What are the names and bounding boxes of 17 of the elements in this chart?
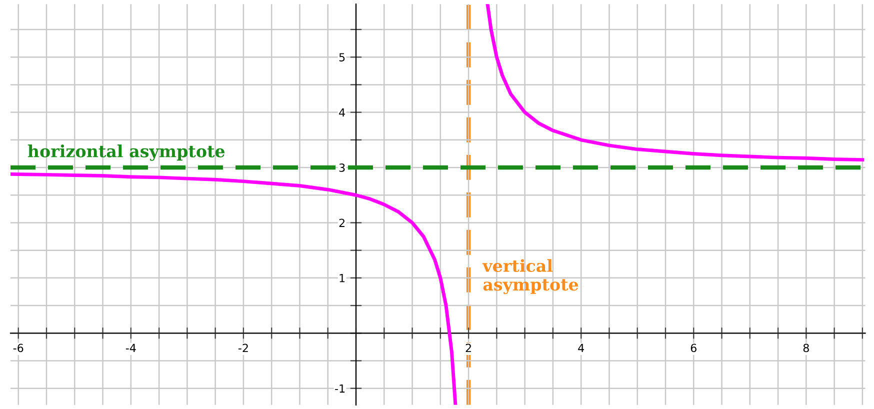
ref-line-label: vertical asymptote [482,259,578,294]
x-tick-label: -4 [126,344,136,352]
y-tick-label: 4 [339,108,345,117]
x-tick-label: -2 [238,344,248,352]
x-tick-label: 4 [578,344,584,352]
x-tick-label: 8 [803,344,809,352]
line-series [10,172,458,405]
x-tick-label: 2 [466,344,471,352]
y-tick-label: 2 [339,218,344,227]
x-tick-label: 6 [690,344,696,352]
y-tick-label: 1 [340,274,345,282]
y-tick-label: 3 [339,163,345,172]
x-tick-label: -6 [13,344,24,352]
y-tick-label: -1 [335,384,345,393]
ref-line-label: horizontal asymptote [28,144,225,161]
y-tick-label: 5 [339,53,345,62]
line-series [486,4,864,162]
